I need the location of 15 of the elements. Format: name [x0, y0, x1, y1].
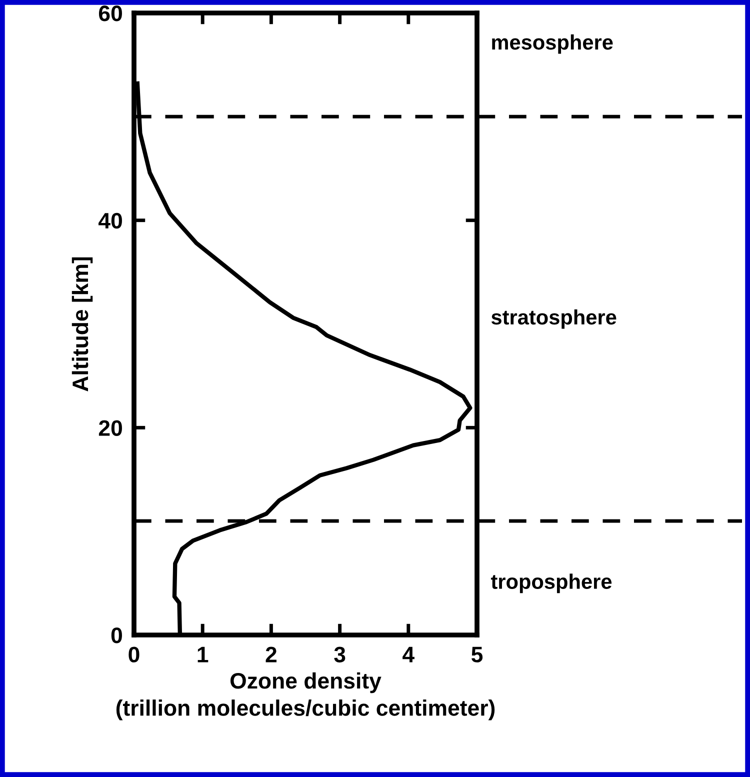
x-tick-label: 2: [266, 646, 276, 662]
x-tick-label: 3: [334, 646, 346, 662]
x-tick-label: 1: [198, 646, 208, 662]
y-tick-label: 0: [111, 628, 122, 644]
x-tick-label: 0: [128, 646, 140, 662]
x-tick-label: 5: [472, 646, 483, 662]
text: troposphere: [490, 574, 612, 594]
text: stratosphere: [491, 309, 616, 329]
text: mesosphere: [492, 34, 613, 54]
x-axis-title: Ozone density (trillion molecules/cubic centimeter): [116, 672, 495, 720]
y-tick-label: 60: [98, 6, 122, 22]
x-tick-label: 4: [402, 646, 414, 662]
y-tick-label: 20: [98, 420, 122, 436]
y-tick-label: 40: [98, 212, 122, 229]
y-axis-title: Altitude [km]: [72, 257, 93, 392]
